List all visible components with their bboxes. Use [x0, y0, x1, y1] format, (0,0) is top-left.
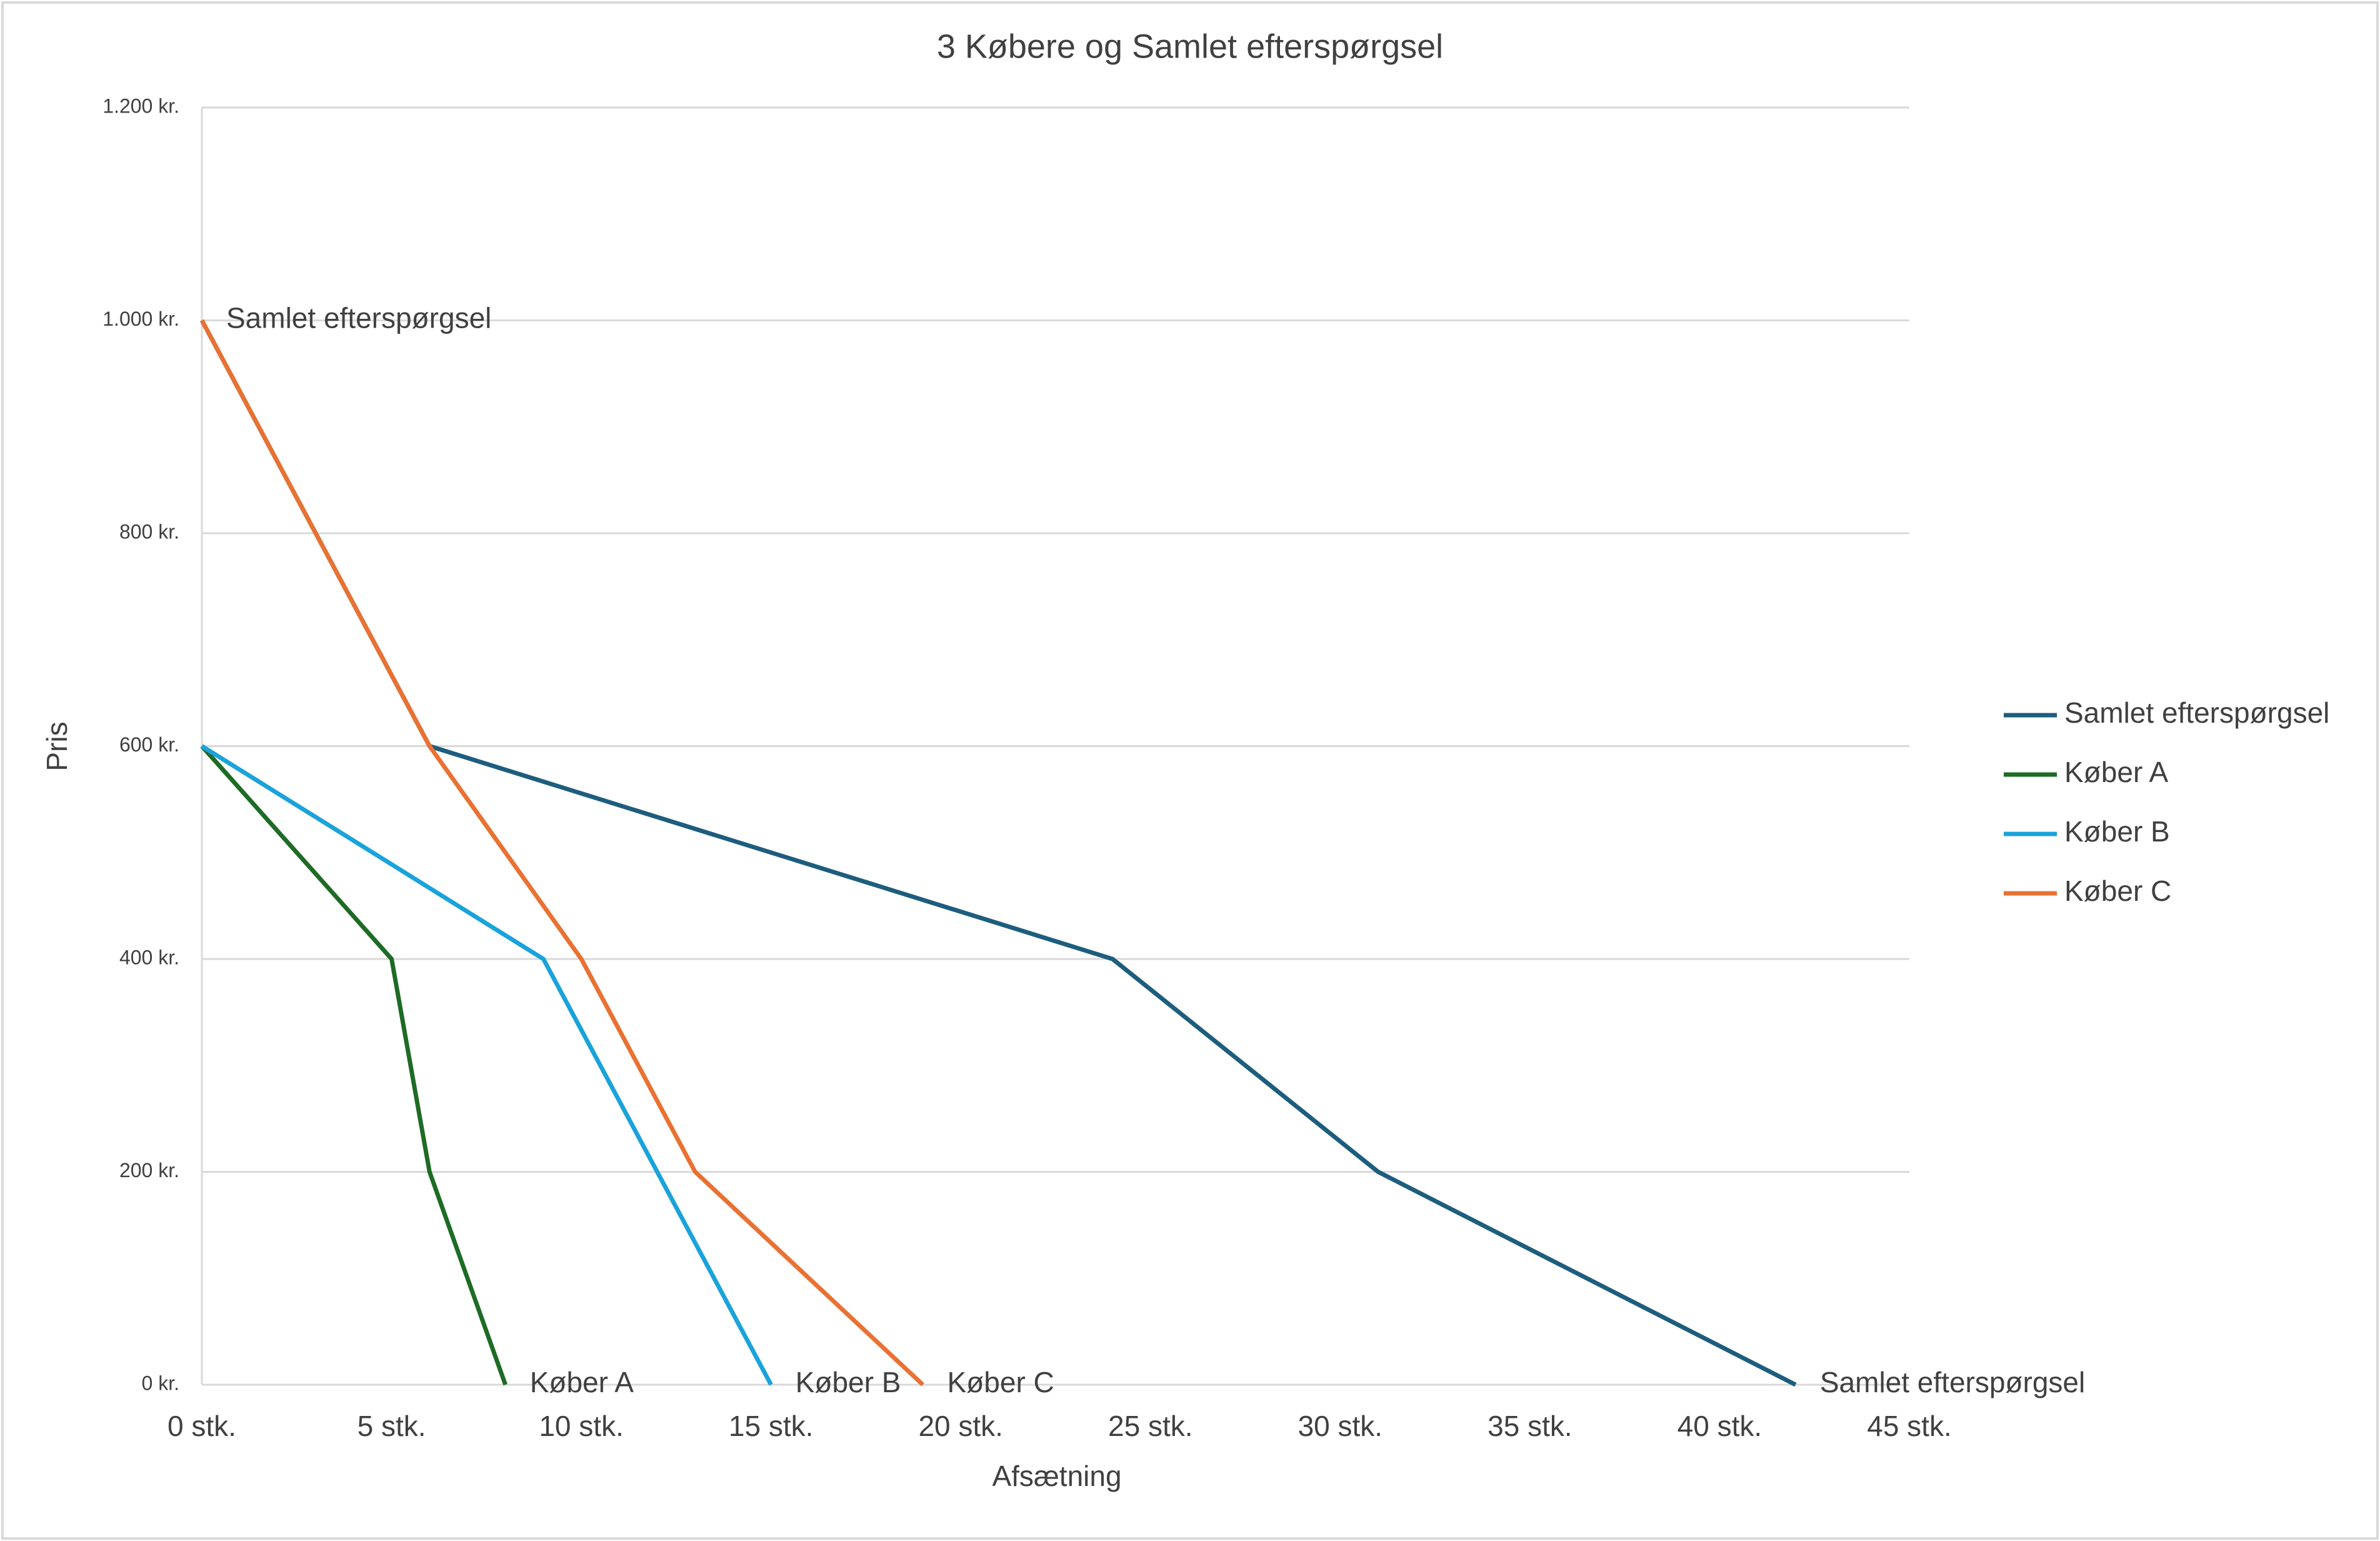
x-tick-label: 40 stk. — [1678, 1410, 1762, 1442]
series-line — [200, 745, 508, 1386]
x-tick-label: 10 stk. — [539, 1410, 624, 1442]
y-tick-label: 1.200 kr. — [102, 94, 179, 117]
data-label: Køber B — [796, 1366, 901, 1398]
legend-label: Køber B — [2064, 815, 2170, 848]
data-label: Køber C — [948, 1366, 1054, 1398]
data-label: Samlet efterspørgsel — [1820, 1366, 2085, 1398]
x-tick-label: 45 stk. — [1867, 1410, 1952, 1442]
x-axis-title: Afsætning — [992, 1460, 1121, 1492]
x-tick-label: 20 stk. — [918, 1410, 1003, 1442]
legend-label: Samlet efterspørgsel — [2064, 696, 2329, 729]
x-tick-label: 5 stk. — [358, 1410, 426, 1442]
legend-label: Køber C — [2064, 875, 2171, 907]
x-tick-label: 25 stk. — [1108, 1410, 1193, 1442]
series-line — [199, 319, 924, 1387]
data-label: Køber A — [530, 1366, 634, 1398]
series-line — [201, 744, 773, 1386]
x-tick-label: 30 stk. — [1298, 1410, 1383, 1442]
y-tick-label: 600 kr. — [119, 733, 179, 756]
y-axis-title: Pris — [41, 721, 73, 771]
y-tick-label: 1.000 kr. — [102, 308, 179, 330]
x-tick-label: 15 stk. — [729, 1410, 814, 1442]
y-tick-label: 0 kr. — [142, 1372, 179, 1394]
data-label: Samlet efterspørgsel — [226, 302, 491, 334]
y-tick-label: 400 kr. — [119, 946, 179, 968]
chart-title: 3 Købere og Samlet efterspørgsel — [937, 28, 1443, 65]
x-tick-label: 35 stk. — [1488, 1410, 1572, 1442]
legend-label: Køber A — [2064, 756, 2169, 788]
y-tick-label: 200 kr. — [119, 1159, 179, 1182]
y-tick-label: 800 kr. — [119, 520, 179, 543]
x-tick-label: 0 stk. — [168, 1410, 236, 1442]
